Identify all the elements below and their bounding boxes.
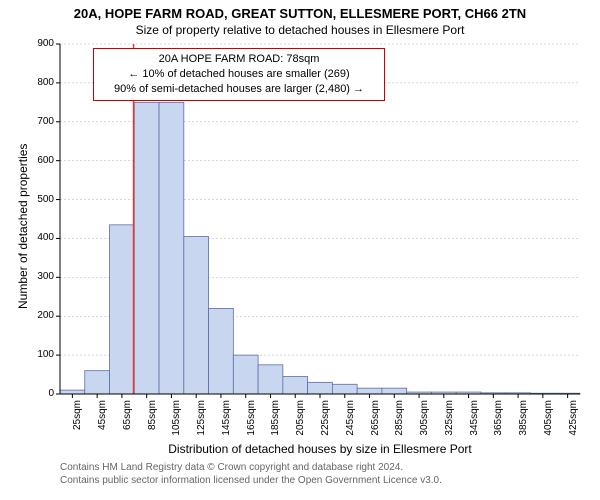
x-tick-label: 345sqm <box>469 400 480 448</box>
x-tick-label: 325sqm <box>444 400 455 448</box>
y-tick-label: 100 <box>37 349 54 360</box>
x-tick-label: 185sqm <box>270 400 281 448</box>
x-tick-label: 105sqm <box>171 400 182 448</box>
x-tick-label: 245sqm <box>345 400 356 448</box>
x-tick-label: 145sqm <box>221 400 232 448</box>
x-tick-label: 285sqm <box>394 400 405 448</box>
footer-line-2: Contains public sector information licen… <box>60 475 442 486</box>
y-axis-label: Number of detached properties <box>16 144 30 309</box>
x-tick-label: 65sqm <box>122 400 133 448</box>
figure-container: 20A, HOPE FARM ROAD, GREAT SUTTON, ELLES… <box>0 0 600 500</box>
x-tick-label: 125sqm <box>196 400 207 448</box>
x-tick-label: 85sqm <box>147 400 158 448</box>
x-tick-label: 385sqm <box>518 400 529 448</box>
x-tick-label: 205sqm <box>295 400 306 448</box>
y-tick-label: 500 <box>37 194 54 205</box>
x-tick-label: 365sqm <box>493 400 504 448</box>
footer-line-1: Contains HM Land Registry data © Crown c… <box>60 462 403 473</box>
y-tick-label: 400 <box>37 232 54 243</box>
x-tick-label: 305sqm <box>419 400 430 448</box>
x-tick-label: 225sqm <box>320 400 331 448</box>
x-tick-label: 265sqm <box>370 400 381 448</box>
y-tick-label: 600 <box>37 155 54 166</box>
x-tick-label: 405sqm <box>543 400 554 448</box>
y-tick-label: 0 <box>48 388 54 399</box>
annotation-line-2: ← 10% of detached houses are smaller (26… <box>100 67 378 82</box>
y-tick-label: 700 <box>37 116 54 127</box>
annotation-line-3: 90% of semi-detached houses are larger (… <box>100 82 378 97</box>
x-tick-label: 165sqm <box>246 400 257 448</box>
y-tick-label: 900 <box>37 38 54 49</box>
x-tick-label: 25sqm <box>72 400 83 448</box>
y-tick-label: 800 <box>37 77 54 88</box>
x-tick-label: 425sqm <box>568 400 579 448</box>
y-tick-label: 200 <box>37 310 54 321</box>
x-tick-label: 45sqm <box>97 400 108 448</box>
annotation-box: 20A HOPE FARM ROAD: 78sqm ← 10% of detac… <box>93 48 385 101</box>
annotation-line-1: 20A HOPE FARM ROAD: 78sqm <box>100 52 378 67</box>
y-tick-label: 300 <box>37 271 54 282</box>
